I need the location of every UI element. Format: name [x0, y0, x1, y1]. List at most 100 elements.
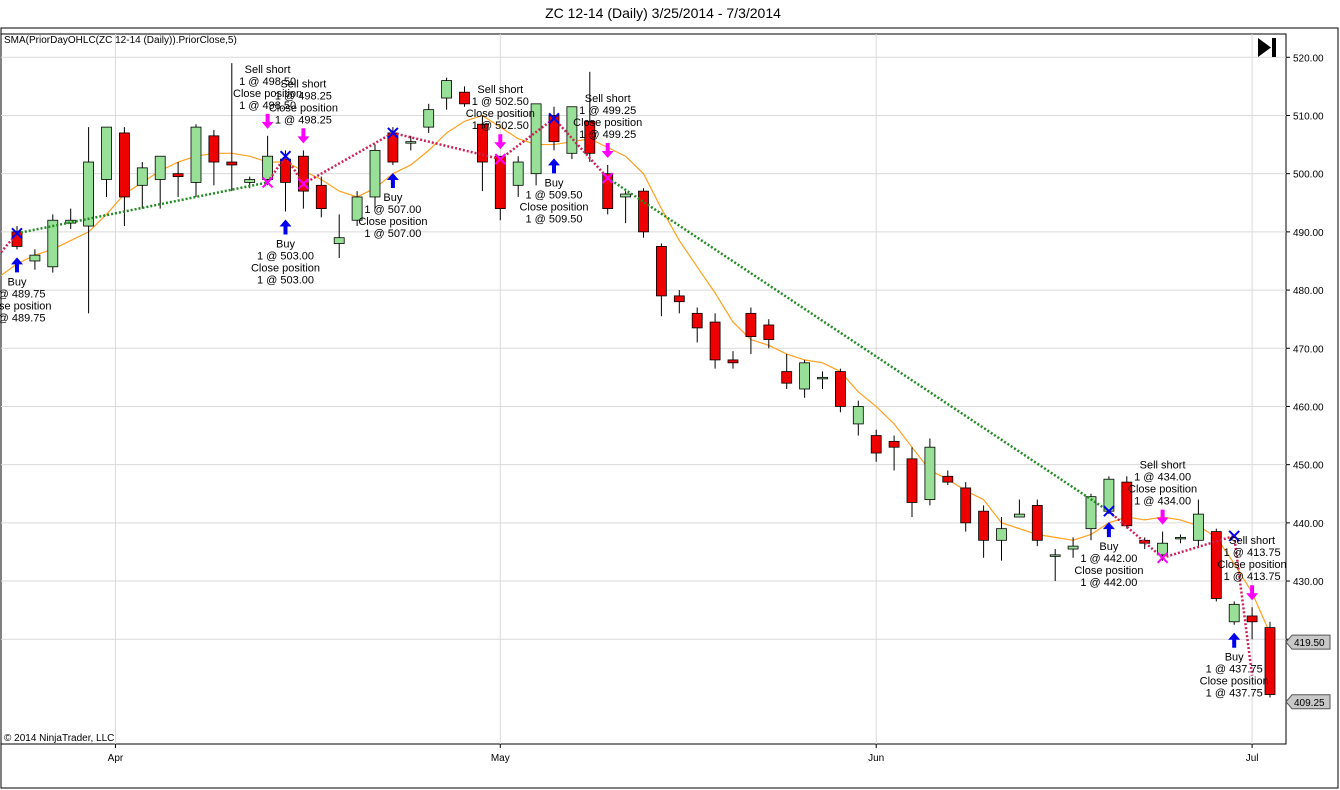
- candle-body: [888, 440, 900, 448]
- candle-body: [83, 161, 94, 227]
- signal-label-line: Close position: [466, 108, 535, 120]
- last-price-label: 419.50: [1294, 638, 1325, 649]
- signal-label-line: 1 @ 437.75: [1206, 688, 1263, 700]
- fill-marker: [601, 172, 614, 184]
- candle-body: [101, 126, 112, 180]
- y-tick-label: 500.00: [1293, 170, 1324, 181]
- candle-body: [494, 155, 506, 209]
- fill-marker: [261, 176, 274, 189]
- signal-label-line: Sell short: [1140, 460, 1186, 472]
- candle-body: [512, 161, 524, 186]
- buy-arrow-icon: [1102, 522, 1115, 538]
- trade-line: [1232, 535, 1254, 676]
- candle-body: [656, 246, 667, 297]
- last-price-label: 409.25: [1294, 698, 1325, 709]
- candle-body: [262, 155, 274, 180]
- trade-line: [607, 176, 1110, 513]
- buy-arrow-icon: [279, 219, 292, 235]
- trade-line: [302, 131, 394, 185]
- signal-label-line: Close position: [358, 216, 427, 228]
- y-tick-label: 470.00: [1293, 344, 1324, 355]
- candle-body: [1121, 481, 1133, 527]
- skip-to-end-icon[interactable]: [1253, 35, 1279, 59]
- candle-body: [29, 254, 41, 262]
- signal-label-line: 1 @ 442.00: [1080, 577, 1137, 589]
- candle-body: [1139, 539, 1151, 544]
- candle-body: [835, 371, 846, 407]
- signal-label-line: 1 @ 498.50: [239, 100, 296, 112]
- signal-label-line: Sell short: [477, 84, 523, 96]
- trade-markers: [11, 112, 1240, 564]
- candle-body: [870, 435, 882, 454]
- fill-marker: [387, 127, 399, 139]
- buy-arrow-icon: [1228, 632, 1241, 648]
- candle-body: [244, 179, 256, 183]
- signal-label-line: 1 @ 434.00: [1134, 496, 1191, 508]
- candle-body: [620, 193, 631, 198]
- candle-body: [673, 295, 685, 303]
- candle-body: [1049, 554, 1061, 557]
- y-tick-label: 510.00: [1293, 111, 1324, 122]
- candle-body: [1246, 615, 1258, 623]
- candle-body: [638, 190, 649, 233]
- candle-body: [190, 126, 202, 183]
- signal-label-line: 1 @ 437.75: [1206, 664, 1263, 676]
- signal-label-line: 1 @ 503.00: [257, 251, 314, 263]
- candle-body: [1210, 531, 1222, 599]
- signal-label-line: Close position: [573, 117, 642, 129]
- candle-body: [1014, 513, 1025, 518]
- candle-body: [136, 167, 148, 186]
- candle-body: [566, 106, 578, 154]
- candle-body: [709, 321, 721, 361]
- candle-body: [1067, 545, 1079, 550]
- trade-lines: [0, 117, 1254, 676]
- buy-arrow-icon: [11, 257, 23, 273]
- candle-body: [852, 406, 864, 425]
- candle-body: [65, 219, 77, 224]
- sell-arrow-icon: [1156, 509, 1169, 525]
- signal-label-line: 1 @ 502.50: [472, 120, 529, 132]
- signal-label-line: Sell short: [245, 64, 291, 76]
- chart-title: ZC 12-14 (Daily) 3/25/2014 - 7/3/2014: [545, 5, 781, 21]
- y-tick-label: 520.00: [1293, 53, 1324, 64]
- candle-body: [369, 149, 381, 198]
- trade-line: [284, 155, 305, 185]
- sell-arrow-icon: [297, 128, 310, 144]
- y-tick-label: 480.00: [1293, 286, 1324, 297]
- signal-label-line: Buy: [1099, 541, 1118, 553]
- candle-body: [745, 312, 757, 338]
- copyright-label: © 2014 NinjaTrader, LLC: [4, 733, 114, 744]
- signal-label-line: Close position: [519, 201, 588, 213]
- candle-body: [297, 155, 309, 192]
- trade-line: [499, 117, 555, 161]
- candle-body: [1193, 513, 1204, 541]
- fill-marker: [279, 150, 292, 162]
- signal-label-line: 1 @ 507.00: [364, 228, 421, 240]
- signal-label-line: 1 @ 509.50: [525, 189, 582, 201]
- signal-label-line: Close position: [251, 263, 320, 275]
- candle-body: [530, 103, 542, 175]
- signal-label-line: 1 @ 413.75: [1224, 547, 1281, 559]
- fill-marker: [1228, 530, 1240, 542]
- indicator-label: SMA(PriorDayOHLC(ZC 12-14 (Daily)).Prior…: [4, 35, 237, 46]
- y-tick-label: 450.00: [1293, 461, 1324, 472]
- x-tick-label: May: [491, 753, 510, 764]
- trade-line: [1162, 534, 1235, 559]
- last-price-marker: [1285, 694, 1331, 710]
- x-tick-label: Jul: [1246, 753, 1259, 764]
- x-tick-label: Apr: [108, 753, 124, 764]
- candle-body: [1085, 496, 1097, 530]
- fill-marker: [548, 112, 560, 125]
- candle-body: [799, 362, 810, 390]
- buy-arrow-icon: [548, 158, 560, 174]
- signal-label-line: 1 @ 489.75: [0, 312, 46, 324]
- candle-body: [978, 510, 989, 541]
- candle-body: [172, 173, 184, 177]
